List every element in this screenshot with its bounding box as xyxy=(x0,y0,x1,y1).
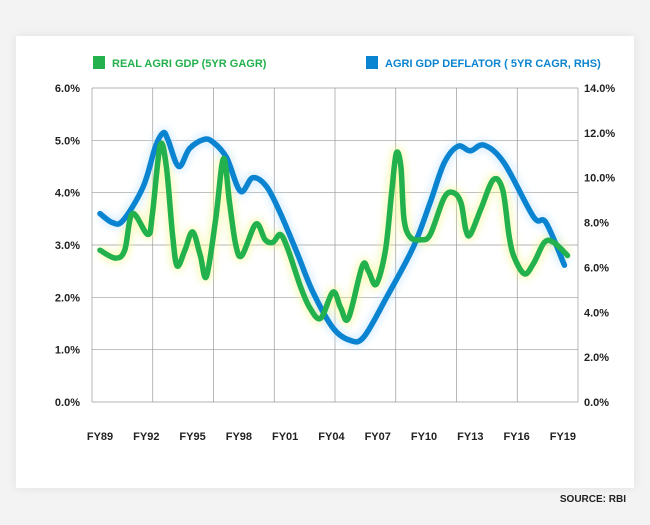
y-left-tick-label: 5.0% xyxy=(55,135,80,147)
x-tick-label: FY95 xyxy=(179,431,205,443)
y-left-tick-label: 6.0% xyxy=(55,83,80,95)
legend: REAL AGRI GDP (5YR GAGR) AGRI GDP DEFLAT… xyxy=(93,56,601,70)
y-left-tick-label: 0.0% xyxy=(55,397,80,409)
legend-label-real-agri-gdp: REAL AGRI GDP (5YR GAGR) xyxy=(112,58,267,70)
x-tick-label: FY04 xyxy=(318,431,345,443)
agri-gdp-deflator-line xyxy=(97,129,568,345)
series-lines xyxy=(96,127,572,347)
y-right-tick-label: 12.0% xyxy=(584,128,615,140)
x-tick-label: FY98 xyxy=(226,431,252,443)
y-right-tick-label: 2.0% xyxy=(584,352,609,364)
x-tick-label: FY16 xyxy=(503,431,529,443)
y-left-tick-label: 3.0% xyxy=(55,240,80,252)
source-note: SOURCE: RBI xyxy=(559,494,626,505)
left-axis: 0.0% 1.0% 2.0% 3.0% 4.0% 5.0% 6.0% xyxy=(55,83,80,409)
right-axis: 0.0% 2.0% 4.0% 6.0% 8.0% 10.0% 12.0% 14.0% xyxy=(584,83,615,409)
x-tick-label: FY01 xyxy=(272,431,298,443)
y-right-tick-label: 6.0% xyxy=(584,262,609,274)
legend-swatch-agri-gdp-deflator xyxy=(366,56,378,69)
y-right-tick-label: 14.0% xyxy=(584,83,615,95)
x-tick-label: FY89 xyxy=(87,431,113,443)
y-right-tick-label: 10.0% xyxy=(584,173,615,185)
y-right-tick-label: 4.0% xyxy=(584,307,609,319)
y-left-tick-label: 2.0% xyxy=(55,292,80,304)
legend-swatch-real-agri-gdp xyxy=(93,56,105,69)
x-tick-label: FY92 xyxy=(133,431,159,443)
y-right-tick-label: 0.0% xyxy=(584,397,609,409)
x-tick-label: FY13 xyxy=(457,431,483,443)
x-tick-label: FY10 xyxy=(411,431,437,443)
x-tick-label: FY19 xyxy=(550,431,576,443)
y-left-tick-label: 4.0% xyxy=(55,188,80,200)
y-right-tick-label: 8.0% xyxy=(584,218,609,230)
y-left-tick-label: 1.0% xyxy=(55,345,80,357)
real-agri-gdp-line xyxy=(97,140,571,323)
x-axis: FY89 FY92 FY95 FY98 FY01 FY04 FY07 FY10 FY13 FY16… xyxy=(87,431,576,443)
legend-label-agri-gdp-deflator: AGRI GDP DEFLATOR ( 5YR CAGR, RHS) xyxy=(385,58,601,70)
x-tick-label: FY07 xyxy=(365,431,391,443)
